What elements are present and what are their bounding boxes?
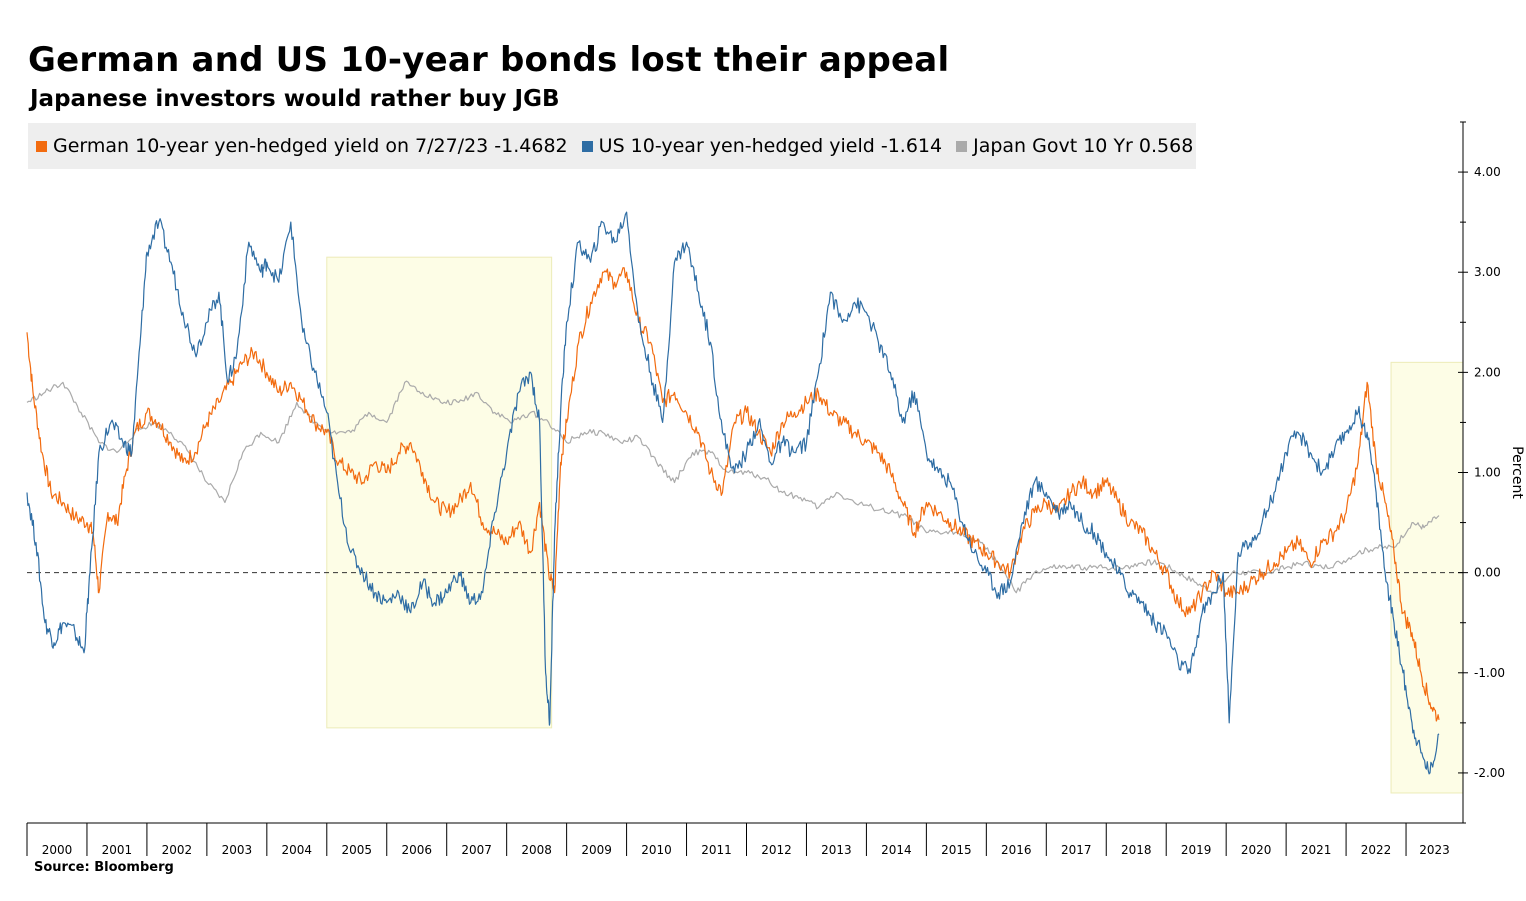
x-tick-label-12: 2012 [761,843,792,857]
legend-swatch-german [36,140,47,152]
x-tick-label-8: 2008 [521,843,552,857]
y-axis-label: Percent [1509,446,1525,499]
legend-label-japan: Japan Govt 10 Yr 0.568 [973,135,1194,157]
y-tick-label-4: 0.00 [1474,566,1501,580]
x-tick-label-18: 2018 [1121,843,1152,857]
x-tick-label-20: 2020 [1241,843,1272,857]
x-tick-label-2: 2002 [162,843,193,857]
series-line-1 [26,211,1440,775]
x-tick-label-15: 2015 [941,843,972,857]
x-tick-label-23: 2023 [1419,843,1450,857]
y-tick-label-2: 2.00 [1474,365,1501,379]
x-tick-label-7: 2007 [461,843,492,857]
x-tick-label-16: 2016 [1001,843,1032,857]
x-tick-label-0: 2000 [42,843,73,857]
source-note: Source: Bloomberg [34,860,174,875]
legend-swatch-us [581,140,593,152]
x-tick-label-22: 2022 [1361,843,1392,857]
highlight-box-1 [1390,361,1464,794]
x-tick-label-11: 2011 [701,843,732,857]
y-tick-label-6: -2.00 [1474,766,1505,780]
chart-title: German and US 10-year bonds lost their a… [28,40,950,80]
x-tick-label-13: 2013 [821,843,852,857]
series-line-2 [26,380,1440,595]
x-tick-label-14: 2014 [881,843,912,857]
x-tick-label-5: 2005 [341,843,372,857]
legend-label-german: German 10-year yen-hedged yield on 7/27/… [53,135,568,157]
x-tick-label-3: 2003 [222,843,253,857]
x-tick-label-21: 2021 [1301,843,1332,857]
series-line-0 [26,267,1440,722]
x-tick-label-17: 2017 [1061,843,1092,857]
legend-label-us: US 10-year yen-hedged yield -1.614 [598,135,943,157]
x-tick-label-19: 2019 [1181,843,1212,857]
y-tick-label-5: -1.00 [1474,666,1505,680]
chart-subtitle: Japanese investors would rather buy JGB [30,86,560,112]
legend-item-japan: Japan Govt 10 Yr 0.568 [956,135,1193,157]
legend: German 10-year yen-hedged yield on 7/27/… [28,123,1196,169]
x-tick-label-1: 2001 [102,843,133,857]
y-tick-label-1: 3.00 [1474,265,1501,279]
x-tick-label-4: 2004 [282,843,313,857]
x-tick-label-9: 2009 [581,843,612,857]
x-tick-label-10: 2010 [641,843,672,857]
x-tick-label-6: 2006 [401,843,432,857]
highlight-box-0 [326,256,553,729]
y-tick-label-3: 1.00 [1474,466,1501,480]
y-tick-label-0: 4.00 [1474,165,1501,179]
legend-item-german: German 10-year yen-hedged yield on 7/27/… [36,135,568,157]
legend-item-us: US 10-year yen-hedged yield -1.614 [581,135,943,157]
legend-swatch-japan [956,140,968,152]
